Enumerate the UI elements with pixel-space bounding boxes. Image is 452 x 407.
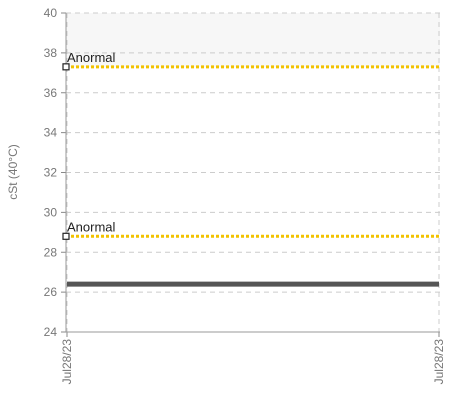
band-1 bbox=[66, 66, 440, 237]
y-tick-label: 40 bbox=[44, 6, 58, 20]
y-tick-label: 26 bbox=[44, 285, 58, 299]
threshold-label: Anormal bbox=[67, 50, 116, 65]
threshold-label: Anormal bbox=[67, 219, 116, 234]
y-tick-label: 24 bbox=[44, 325, 58, 339]
x-tick-label: Jul28/23 bbox=[432, 339, 446, 385]
chart-grid bbox=[66, 12, 440, 333]
threshold-marker bbox=[62, 63, 70, 71]
chart-thresholds: Anormal Anormal bbox=[62, 50, 440, 240]
y-tick-label: 38 bbox=[44, 46, 58, 60]
y-tick-label: 34 bbox=[44, 126, 58, 140]
band-2 bbox=[66, 13, 440, 67]
threshold-marker bbox=[62, 232, 70, 240]
y-tick-label: 30 bbox=[44, 205, 58, 219]
chart-axes: 24 26 28 30 32 34 36 38 40 Jul28/23 Jul28/23 bbox=[44, 6, 446, 384]
y-tick-label: 28 bbox=[44, 245, 58, 259]
y-tick-label: 32 bbox=[44, 166, 58, 180]
y-axis-title: cSt (40°C) bbox=[6, 144, 20, 199]
y-tick-label: 36 bbox=[44, 86, 58, 100]
x-tick-label: Jul28/23 bbox=[60, 339, 74, 385]
